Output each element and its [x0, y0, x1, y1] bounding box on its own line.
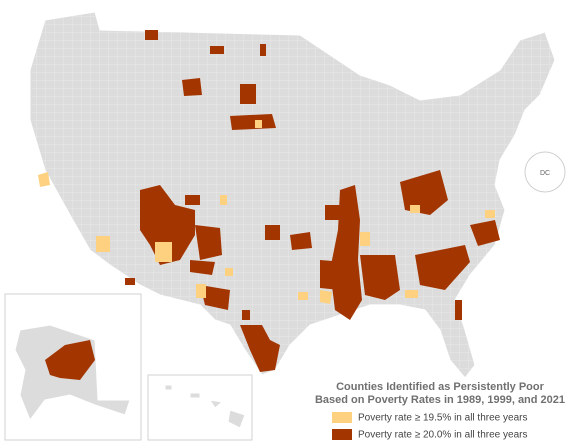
map-title: Counties Identified as Persistently Poor — [336, 381, 545, 393]
hawaii-inset — [147, 374, 253, 441]
legend: Poverty rate ≥ 19.5% in all three years P… — [332, 412, 527, 441]
map-title: Based on Poverty Rates in 1989, 1999, an… — [315, 394, 565, 406]
dc-label: DC — [540, 170, 550, 177]
legend-label: Poverty rate ≥ 20.0% in all three years — [358, 430, 527, 441]
alaska-inset — [4, 293, 142, 441]
contiguous-us — [29, 11, 556, 379]
legend-label: Poverty rate ≥ 19.5% in all three years — [358, 413, 527, 424]
persistent-poverty-19-5 — [38, 120, 495, 304]
persistent-poverty-20 — [125, 30, 500, 372]
legend-swatch — [332, 429, 352, 440]
dc-inset: DC — [524, 151, 566, 193]
legend-swatch — [332, 412, 352, 423]
